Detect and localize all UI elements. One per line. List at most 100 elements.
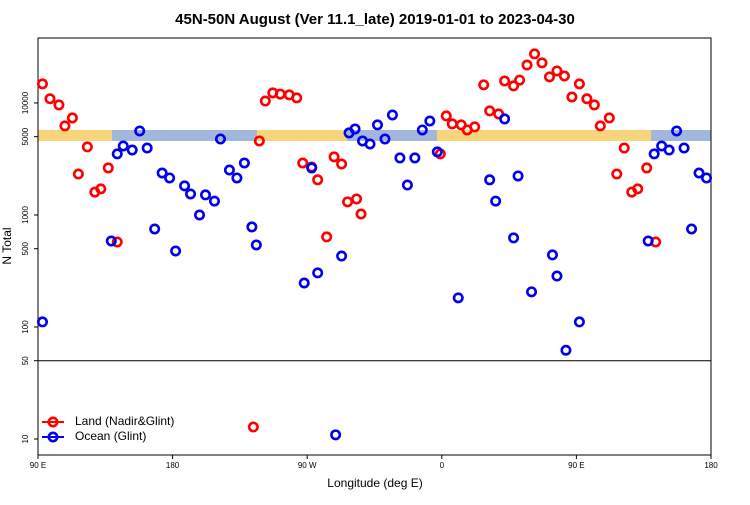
point xyxy=(156,167,168,179)
point xyxy=(484,174,496,186)
point xyxy=(342,196,354,208)
point xyxy=(238,157,250,169)
chart-title: 45N-50N August (Ver 11.1_late) 2019-01-0… xyxy=(175,11,575,28)
legend-label: Ocean (Glint) xyxy=(75,429,146,443)
point xyxy=(536,57,548,69)
point xyxy=(573,78,585,90)
y-tick-label: 50 xyxy=(21,356,30,365)
point xyxy=(478,79,490,91)
point xyxy=(521,59,533,71)
x-tick-label: 90 E xyxy=(30,461,46,470)
point xyxy=(371,119,383,131)
point xyxy=(36,316,48,328)
point xyxy=(336,158,348,170)
point xyxy=(490,195,502,207)
point xyxy=(641,162,653,174)
point xyxy=(424,115,436,127)
point xyxy=(364,138,376,150)
point xyxy=(529,48,541,60)
point xyxy=(566,91,578,103)
coverage-band xyxy=(38,130,711,141)
point xyxy=(81,141,93,153)
x-tick-label: 180 xyxy=(166,461,180,470)
point xyxy=(678,142,690,154)
x-axis-label: Longitude (deg E) xyxy=(327,476,422,490)
point xyxy=(355,208,367,220)
point xyxy=(164,172,176,184)
point xyxy=(693,167,705,179)
point xyxy=(386,109,398,121)
legend-marker xyxy=(47,431,59,443)
point xyxy=(469,121,481,133)
point xyxy=(440,110,452,122)
point xyxy=(642,235,654,247)
point xyxy=(95,183,107,195)
point xyxy=(508,80,520,92)
point xyxy=(306,162,318,174)
point xyxy=(394,152,406,164)
point xyxy=(185,188,197,200)
point xyxy=(351,193,363,205)
point xyxy=(253,135,265,147)
x-tick-label: 90 W xyxy=(298,461,317,470)
x-tick-label: 90 E xyxy=(568,461,584,470)
point xyxy=(297,157,309,169)
point xyxy=(558,70,570,82)
point xyxy=(179,180,191,192)
point xyxy=(250,239,262,251)
legend-marker xyxy=(47,416,59,428)
point xyxy=(573,316,585,328)
point xyxy=(686,223,698,235)
point xyxy=(247,421,259,433)
point xyxy=(66,112,78,124)
point xyxy=(416,124,428,136)
point xyxy=(663,144,675,156)
point xyxy=(512,170,524,182)
point xyxy=(36,78,48,90)
point xyxy=(105,235,117,247)
point xyxy=(134,125,146,137)
point xyxy=(291,92,303,104)
point xyxy=(330,429,342,441)
x-tick-label: 0 xyxy=(440,461,445,470)
point xyxy=(618,142,630,154)
point xyxy=(141,142,153,154)
legend-label: Land (Nadir&Glint) xyxy=(75,414,174,428)
point xyxy=(401,179,413,191)
point xyxy=(551,270,563,282)
point xyxy=(551,65,563,77)
point xyxy=(200,189,212,201)
point xyxy=(446,118,458,130)
point xyxy=(409,152,421,164)
point xyxy=(298,277,310,289)
point xyxy=(321,231,333,243)
point xyxy=(312,174,324,186)
point xyxy=(111,148,123,160)
plot-frame xyxy=(37,37,712,456)
y-tick-label: 10000 xyxy=(21,91,30,114)
point xyxy=(594,120,606,132)
point xyxy=(44,93,56,105)
point xyxy=(111,236,123,248)
point xyxy=(72,168,84,180)
point xyxy=(246,221,258,233)
y-axis-label: N Total xyxy=(0,227,14,264)
point xyxy=(259,95,271,107)
point xyxy=(671,125,683,137)
point xyxy=(499,113,511,125)
y-tick-label: 5000 xyxy=(21,127,30,145)
point xyxy=(452,292,464,304)
band-ocean xyxy=(347,130,437,141)
point xyxy=(223,164,235,176)
band-land xyxy=(38,130,112,141)
point xyxy=(379,133,391,145)
x-tick-label: 180 xyxy=(704,461,718,470)
point xyxy=(526,286,538,298)
point xyxy=(53,99,65,111)
y-tick-label: 500 xyxy=(21,241,30,255)
point xyxy=(231,172,243,184)
point xyxy=(214,133,226,145)
point xyxy=(514,74,526,86)
point xyxy=(149,223,161,235)
point xyxy=(543,71,555,83)
